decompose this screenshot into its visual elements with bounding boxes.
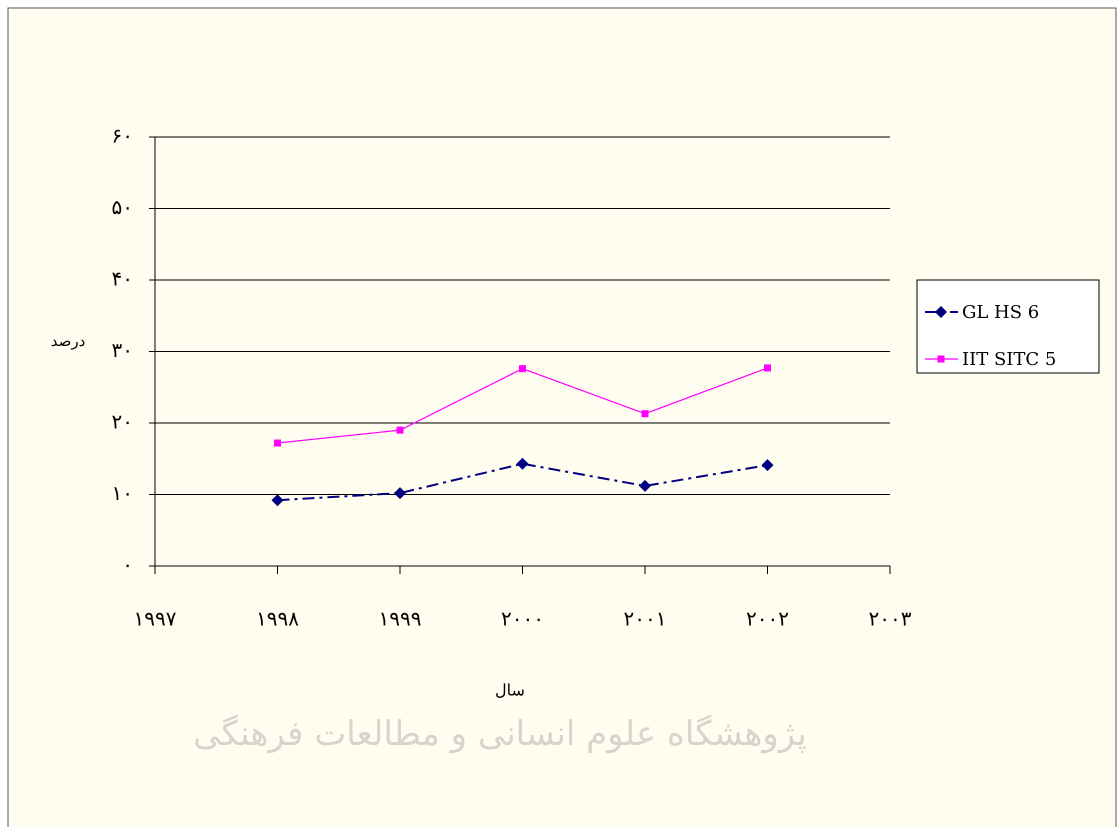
point	[761, 459, 774, 472]
legend-box	[916, 279, 1100, 374]
point	[641, 410, 649, 418]
point	[274, 439, 281, 447]
point	[271, 494, 284, 507]
y-tick-label: ۴۰	[112, 267, 133, 291]
y-tick-label: ۱۰	[112, 481, 133, 505]
x-tick-label: ۱۹۹۹	[379, 607, 422, 631]
y-tick-label: ۵۰	[112, 195, 133, 219]
x-tick-label: ۱۹۹۸	[256, 607, 299, 631]
x-axis-label: سال	[495, 681, 525, 700]
x-tick-label: ۲۰۰۰	[501, 607, 544, 631]
y-tick-label: ۳۰	[112, 338, 133, 362]
legend-label: GL HS 6	[962, 302, 1039, 323]
x-tick-label: ۲۰۰۲	[746, 607, 789, 631]
series-line	[277, 462, 768, 502]
x-tick-label: ۱۹۹۷	[134, 607, 177, 631]
point	[396, 426, 404, 434]
x-tick-label: ۲۰۰۱	[624, 607, 667, 631]
point	[519, 365, 526, 373]
legend-marker	[937, 355, 945, 363]
point	[764, 364, 771, 372]
point	[394, 487, 406, 500]
chart-frame	[7, 7, 1117, 827]
x-tick-label: ۲۰۰۳	[869, 607, 912, 631]
watermark: پژوهشگاه علوم انسانی و مطالعات فرهنگی	[193, 714, 807, 754]
y-tick-label: ۲۰	[112, 410, 133, 434]
y-tick-label: ۶۰	[112, 124, 133, 148]
legend-label: IIT SITC 5	[962, 349, 1056, 370]
y-axis-label: درصد	[51, 332, 86, 350]
legend-marker	[935, 306, 947, 318]
point	[639, 479, 651, 492]
y-tick-label: ۰	[122, 553, 133, 577]
point	[516, 457, 529, 470]
